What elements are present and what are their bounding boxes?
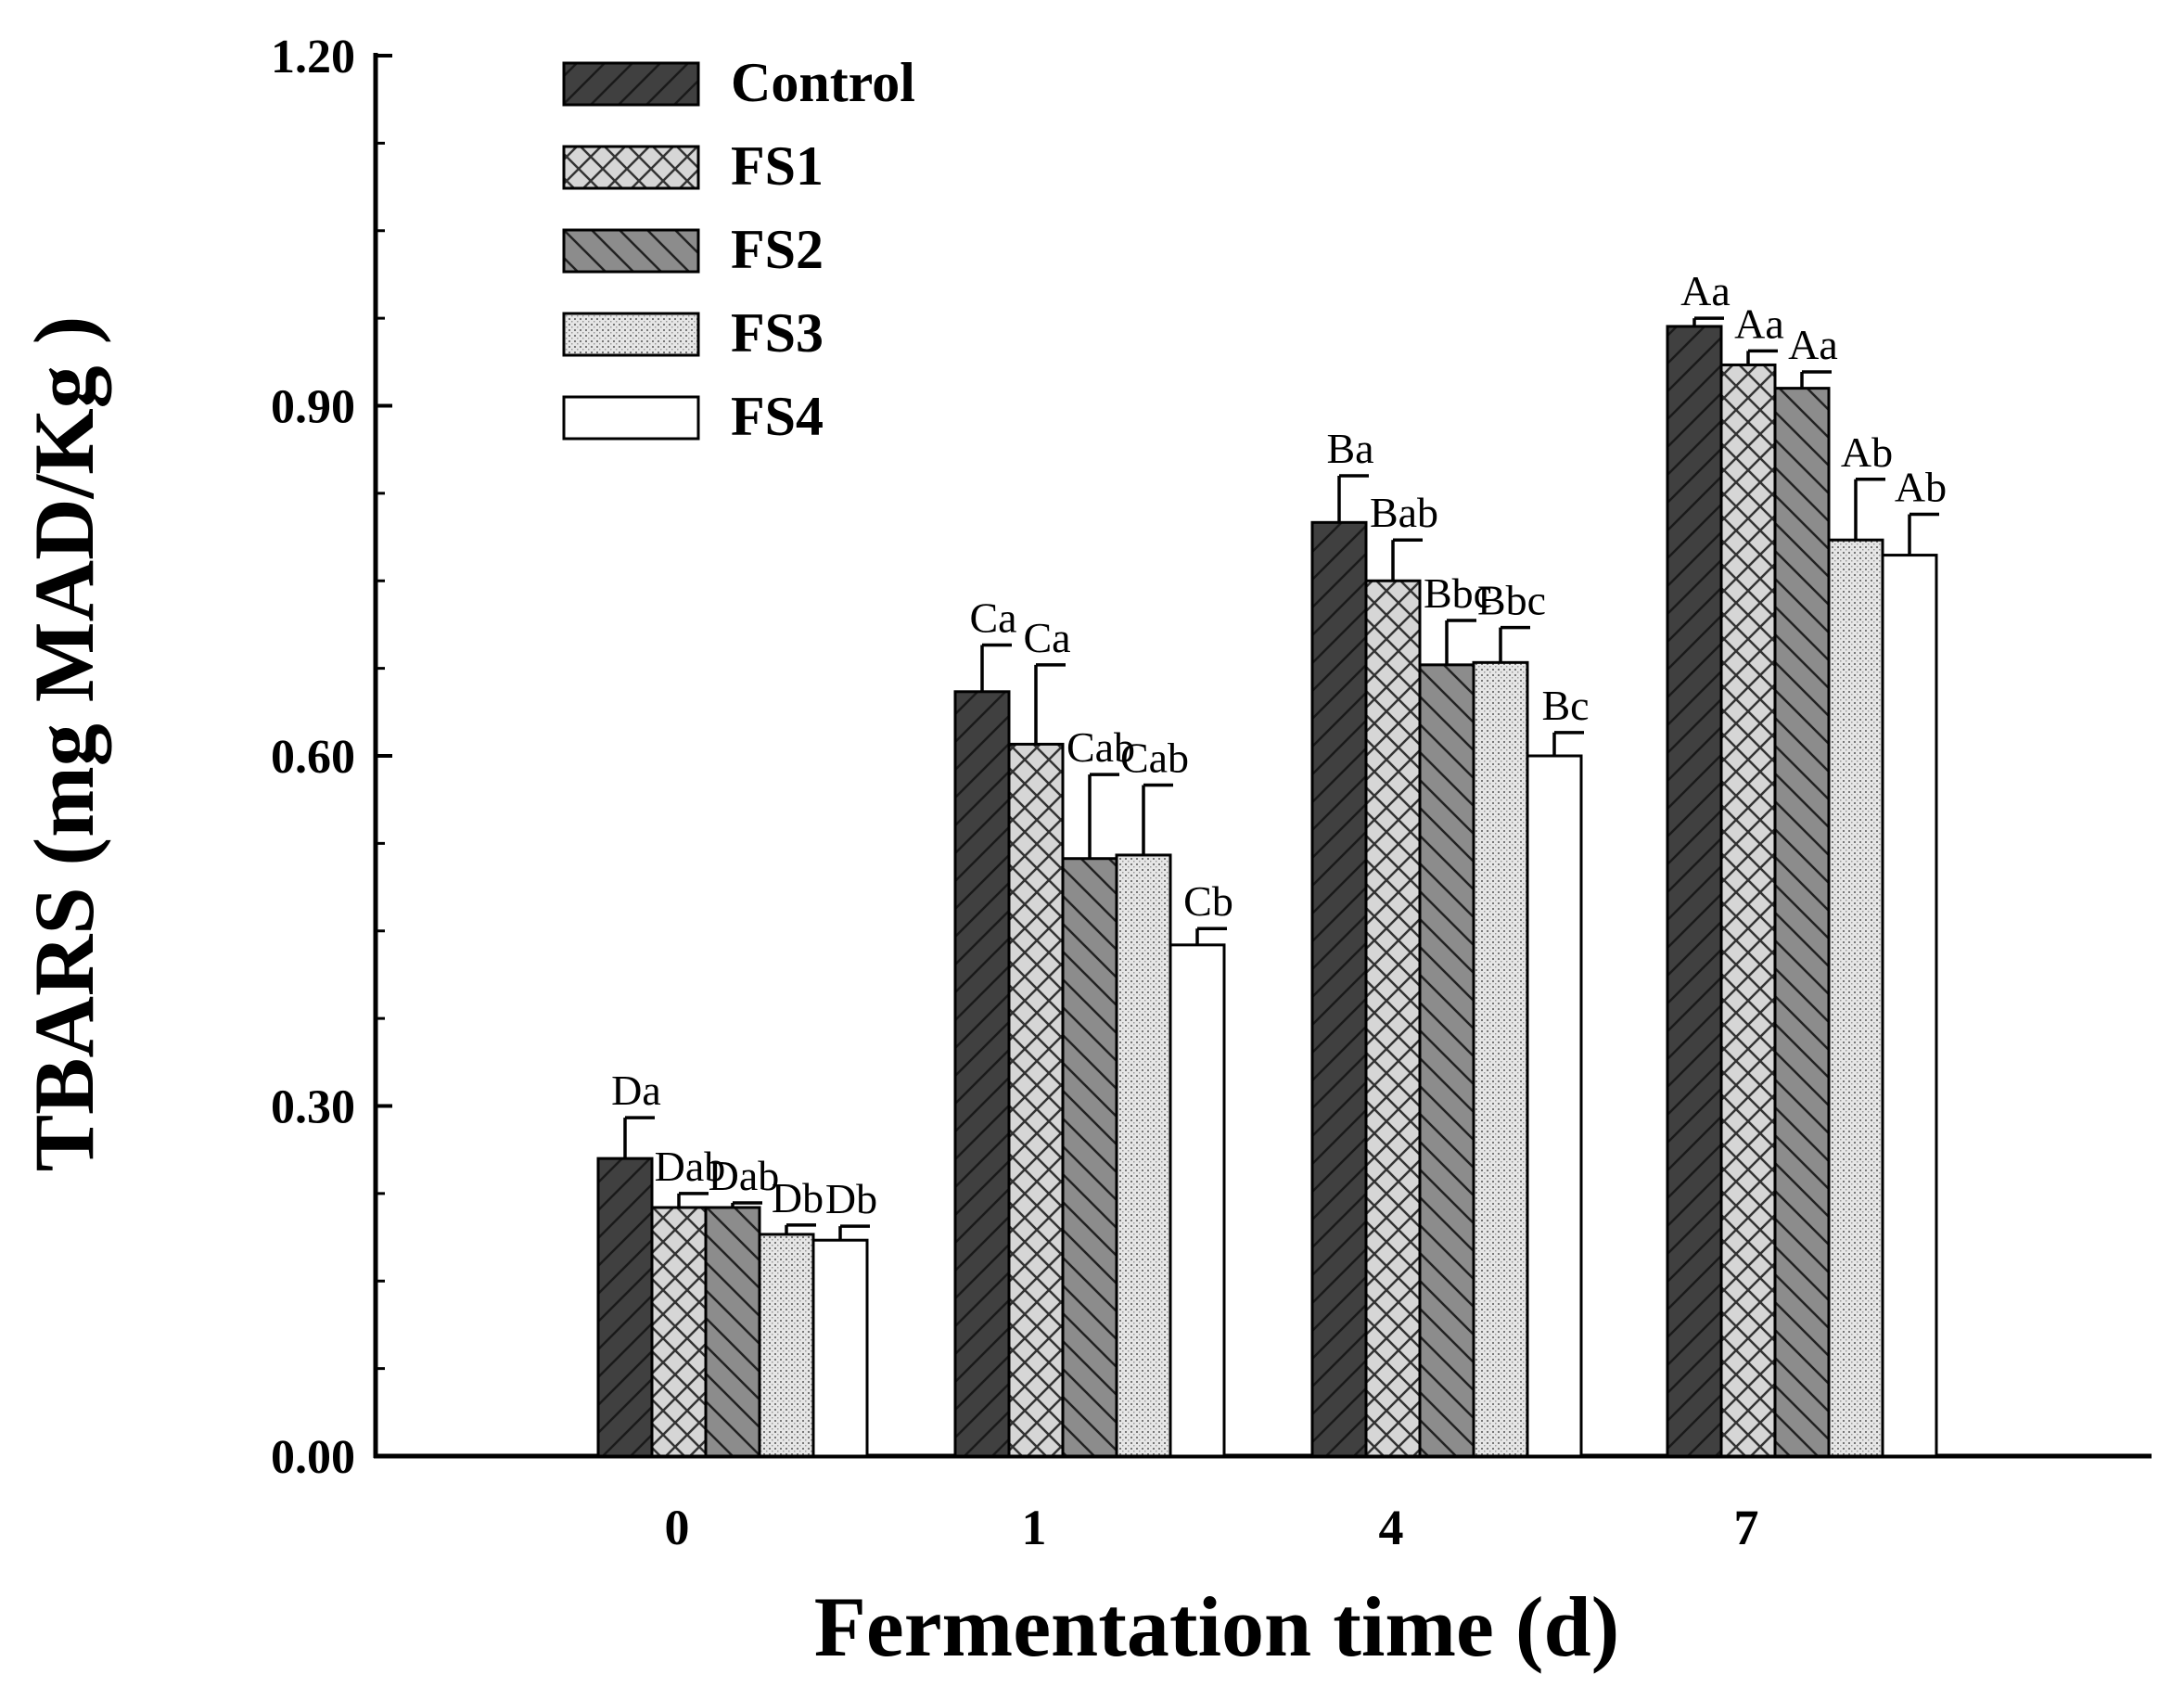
bar-fs2-day-0 bbox=[704, 1206, 761, 1458]
bar-control-day-4 bbox=[1310, 520, 1368, 1458]
significance-label: Db bbox=[772, 1174, 824, 1221]
bar-fs1-day-0 bbox=[650, 1206, 708, 1458]
y-tick-label: 0.60 bbox=[271, 731, 355, 784]
significance-label: Cab bbox=[1120, 734, 1189, 781]
significance-label: Ca bbox=[969, 594, 1016, 641]
significance-label: Aa bbox=[1680, 267, 1731, 314]
legend-label-fs2: FS2 bbox=[731, 219, 824, 280]
significance-label: Bbc bbox=[1424, 569, 1492, 617]
error-bars-group bbox=[623, 316, 1939, 1241]
significance-label: Ab bbox=[1841, 428, 1893, 476]
bar-fs4-day-7 bbox=[1881, 554, 1938, 1458]
significance-label: Aa bbox=[1734, 300, 1784, 347]
x-tick-label: 0 bbox=[665, 1500, 690, 1555]
legend-swatch-fs4 bbox=[562, 395, 700, 441]
bar-fs3-day-1 bbox=[1115, 853, 1172, 1458]
bar-fs1-day-4 bbox=[1364, 579, 1422, 1458]
significance-label: Db bbox=[825, 1175, 877, 1222]
significance-label: Da bbox=[611, 1067, 661, 1114]
bar-control-day-0 bbox=[596, 1157, 654, 1458]
bar-fs2-day-1 bbox=[1061, 857, 1118, 1458]
x-tick-label: 4 bbox=[1379, 1500, 1404, 1555]
legend-swatch-fs2 bbox=[562, 228, 700, 274]
significance-label: Ba bbox=[1326, 425, 1373, 472]
significance-label: Aa bbox=[1788, 321, 1838, 368]
bar-fs4-day-0 bbox=[811, 1238, 869, 1458]
significance-label: Bc bbox=[1541, 682, 1589, 729]
x-axis-title: Fermentation time (d) bbox=[814, 1579, 1620, 1674]
y-tick-label: 0.00 bbox=[271, 1431, 355, 1484]
significance-label: Dab bbox=[655, 1143, 726, 1190]
legend-swatch-fs1 bbox=[562, 145, 700, 190]
legend-label-fs3: FS3 bbox=[731, 302, 824, 364]
legend-label-fs1: FS1 bbox=[731, 135, 824, 197]
bar-fs4-day-1 bbox=[1169, 943, 1226, 1458]
bar-fs4-day-4 bbox=[1526, 754, 1583, 1458]
significance-label: Bab bbox=[1370, 489, 1438, 536]
bar-fs3-day-7 bbox=[1827, 538, 1884, 1458]
bar-fs2-day-4 bbox=[1418, 663, 1475, 1458]
bar-fs3-day-0 bbox=[758, 1233, 815, 1458]
bar-fs1-day-7 bbox=[1719, 363, 1777, 1458]
bar-fs1-day-1 bbox=[1007, 742, 1065, 1458]
significance-label: Bbc bbox=[1477, 577, 1546, 624]
legend-label-control: Control bbox=[731, 52, 915, 113]
bar-fs3-day-4 bbox=[1472, 660, 1529, 1458]
y-tick-label: 1.20 bbox=[271, 31, 355, 83]
bar-control-day-1 bbox=[953, 690, 1011, 1458]
legend-swatch-control bbox=[562, 61, 700, 107]
bar-fs2-day-7 bbox=[1773, 387, 1831, 1458]
y-tick-label: 0.90 bbox=[271, 381, 355, 434]
y-axis-title: TBARS (mg MAD/Kg ) bbox=[17, 316, 111, 1172]
legend-label-fs4: FS4 bbox=[731, 386, 824, 447]
significance-label: Cb bbox=[1183, 877, 1233, 925]
y-tick-label: 0.30 bbox=[271, 1081, 355, 1134]
x-tick-label: 7 bbox=[1734, 1500, 1759, 1555]
significance-label: Dab bbox=[709, 1152, 780, 1199]
bar-control-day-7 bbox=[1666, 325, 1723, 1458]
significance-label: Ca bbox=[1023, 614, 1070, 661]
x-tick-label: 1 bbox=[1022, 1500, 1047, 1555]
bars-group bbox=[596, 325, 1938, 1458]
significance-labels-group: Da Ca Ba Aa Dab Ca Bab Aa Dab Cab Bbc Aa Db Cab Bbc Ab D… bbox=[611, 267, 1947, 1222]
significance-label: Ab bbox=[1895, 464, 1947, 511]
legend-swatch-fs3 bbox=[562, 312, 700, 357]
significance-label: Cab bbox=[1066, 723, 1135, 771]
legend: Control FS1 FS2 FS3 FS4 bbox=[562, 52, 915, 447]
